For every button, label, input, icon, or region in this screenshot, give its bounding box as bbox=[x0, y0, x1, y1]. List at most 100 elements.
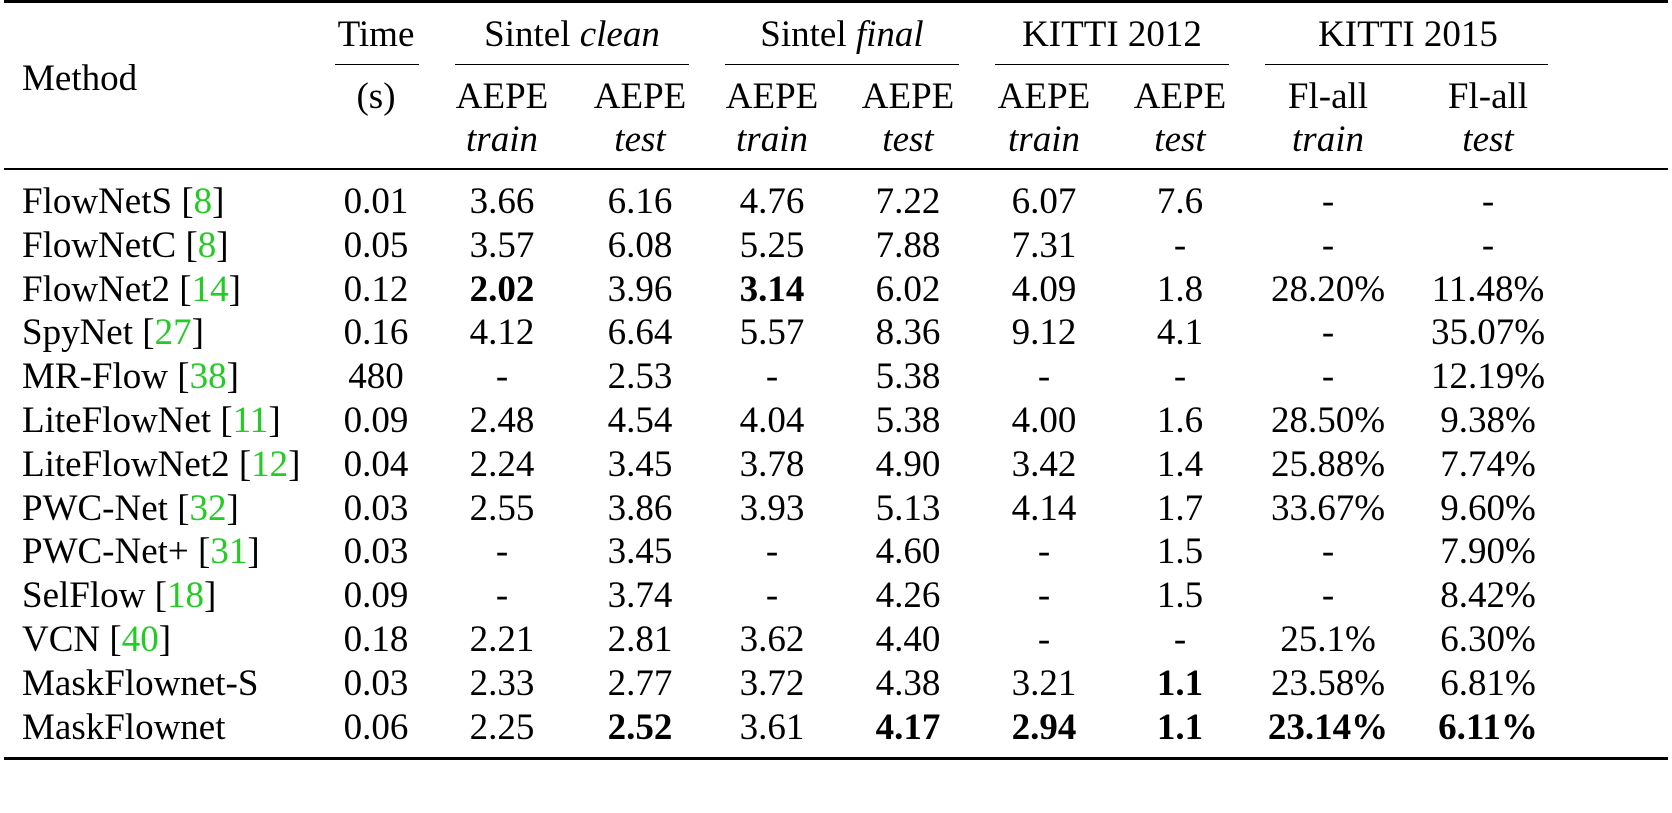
table-cell: 6.16 bbox=[607, 181, 673, 222]
column-metric: Fl-all bbox=[1287, 76, 1369, 117]
bracket: [ bbox=[177, 487, 190, 529]
time-cell: 0.03 bbox=[343, 531, 409, 573]
table-cell: 6.07 bbox=[1011, 181, 1077, 222]
table-cell: 25.1% bbox=[1280, 619, 1376, 660]
column-split: test bbox=[882, 119, 934, 160]
table-cell: 1.4 bbox=[1156, 443, 1204, 485]
bracket: [ bbox=[142, 312, 155, 354]
table-cell: 3.42 bbox=[1011, 443, 1077, 485]
time-header: Time bbox=[337, 14, 415, 55]
time-cell: 0.18 bbox=[343, 619, 409, 660]
bracket: ] bbox=[216, 224, 229, 266]
column-split: train bbox=[466, 119, 538, 160]
table-cell: - bbox=[1037, 356, 1051, 398]
citation-link[interactable]: 18 bbox=[166, 575, 204, 617]
column-metric: AEPE bbox=[593, 76, 687, 117]
method-label: FlowNetS bbox=[22, 181, 182, 222]
time-cell: 480 bbox=[348, 356, 404, 398]
table-cell: - bbox=[1321, 312, 1335, 354]
method-name: MaskFlownet-S bbox=[22, 661, 258, 707]
citation-link[interactable]: 12 bbox=[251, 443, 289, 485]
bracket: [ bbox=[181, 181, 194, 222]
table-cell: 8.42% bbox=[1440, 575, 1536, 617]
method-label: MaskFlownet bbox=[22, 706, 226, 748]
table-cell: - bbox=[495, 575, 509, 617]
group-name: KITTI 2012 bbox=[1022, 14, 1202, 55]
table-cell: 4.12 bbox=[469, 312, 535, 354]
table-cell: 2.55 bbox=[469, 487, 535, 529]
table-cell: 6.02 bbox=[875, 268, 941, 310]
method-label: LiteFlowNet bbox=[22, 400, 221, 441]
table-cell: - bbox=[495, 356, 509, 398]
table-cell: - bbox=[1321, 356, 1335, 398]
method-name: VCN [40] bbox=[22, 617, 171, 663]
bracket: [ bbox=[179, 268, 192, 310]
method-name: LiteFlowNet [11] bbox=[22, 398, 281, 444]
table-cell: 3.96 bbox=[607, 268, 673, 310]
method-name: FlowNetS [8] bbox=[22, 179, 224, 225]
column-metric: AEPE bbox=[725, 76, 819, 117]
table-cell: 3.45 bbox=[607, 531, 673, 573]
column-metric: AEPE bbox=[861, 76, 955, 117]
bracket: ] bbox=[226, 356, 239, 398]
time-cell: 0.05 bbox=[343, 224, 409, 266]
table-cell: 7.22 bbox=[875, 181, 941, 222]
table-cell: 5.57 bbox=[739, 312, 805, 354]
table-cell: 4.17 bbox=[875, 706, 941, 748]
citation-link[interactable]: 14 bbox=[191, 268, 229, 310]
table-cell: 1.7 bbox=[1156, 487, 1204, 529]
bracket: ] bbox=[228, 268, 241, 310]
group-name-italic: final bbox=[855, 14, 924, 55]
method-label: MaskFlownet-S bbox=[22, 662, 259, 704]
table-cell: 33.67% bbox=[1270, 487, 1386, 529]
time-cell: 0.03 bbox=[343, 487, 409, 529]
table-cell: - bbox=[1037, 619, 1051, 660]
bracket: ] bbox=[203, 575, 217, 617]
citation-link[interactable]: 27 bbox=[154, 312, 192, 354]
table-cell: 6.64 bbox=[607, 312, 673, 354]
table-cell: 6.30% bbox=[1440, 619, 1536, 660]
time-cell: 0.09 bbox=[343, 575, 409, 617]
table-cell: 1.1 bbox=[1156, 662, 1204, 704]
table-cell: 35.07% bbox=[1430, 312, 1546, 354]
citation-link[interactable]: 8 bbox=[197, 224, 217, 266]
table-cell: - bbox=[1173, 619, 1187, 660]
table-cell: 28.20% bbox=[1270, 268, 1386, 310]
bracket: [ bbox=[109, 619, 122, 660]
table-cell: 4.40 bbox=[875, 619, 941, 660]
column-split: test bbox=[614, 119, 666, 160]
citation-link[interactable]: 32 bbox=[189, 487, 227, 529]
table-cell: 1.6 bbox=[1156, 400, 1204, 441]
table-cell: 3.14 bbox=[739, 268, 805, 310]
table-cell: 4.26 bbox=[875, 575, 941, 617]
column-metric: Fl-all bbox=[1447, 76, 1529, 117]
citation-link[interactable]: 31 bbox=[210, 531, 248, 573]
table-cell: - bbox=[1321, 181, 1335, 222]
table-cell: 12.19% bbox=[1430, 356, 1546, 398]
header-rule bbox=[4, 168, 1668, 170]
table-cell: - bbox=[1037, 575, 1051, 617]
table-cell: 2.02 bbox=[469, 268, 535, 310]
bracket: ] bbox=[288, 443, 301, 485]
bracket: ] bbox=[268, 400, 281, 441]
citation-link[interactable]: 8 bbox=[193, 181, 213, 222]
bracket: ] bbox=[247, 531, 260, 573]
table-cell: 3.57 bbox=[469, 224, 535, 266]
citation-link[interactable]: 38 bbox=[189, 356, 227, 398]
table-cell: 28.50% bbox=[1270, 400, 1386, 441]
table-cell: 6.81% bbox=[1440, 662, 1536, 704]
table-cell: 4.54 bbox=[607, 400, 673, 441]
bracket: [ bbox=[154, 575, 167, 617]
citation-link[interactable]: 40 bbox=[121, 619, 159, 660]
citation-link[interactable]: 11 bbox=[232, 400, 269, 441]
time-cell: 0.06 bbox=[343, 706, 409, 748]
table-cell: 4.00 bbox=[1011, 400, 1077, 441]
method-name: FlowNetC [8] bbox=[22, 223, 229, 269]
method-name: MaskFlownet bbox=[22, 705, 226, 751]
table-cell: 9.12 bbox=[1011, 312, 1077, 354]
method-name: SelFlow [18] bbox=[22, 573, 216, 619]
table-cell: 3.21 bbox=[1011, 662, 1077, 704]
column-split: train bbox=[736, 119, 808, 160]
method-label: PWC-Net+ bbox=[22, 531, 199, 573]
